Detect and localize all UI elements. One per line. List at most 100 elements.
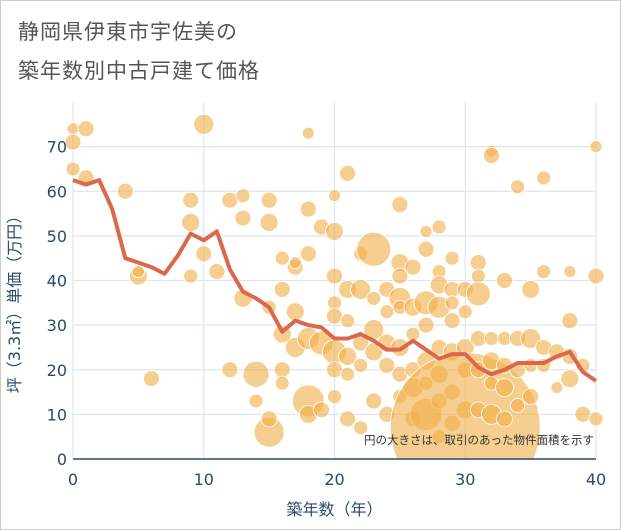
data-bubble — [365, 392, 383, 410]
data-bubble — [208, 263, 226, 280]
data-bubble — [520, 328, 542, 349]
data-bubble — [378, 356, 396, 374]
data-bubble — [496, 410, 513, 428]
data-bubble — [391, 196, 409, 214]
data-bubble — [419, 225, 433, 238]
x-tick-label: 40 — [586, 470, 606, 489]
data-bubble — [574, 405, 592, 423]
data-bubble — [327, 295, 342, 311]
data-bubble — [234, 209, 252, 227]
data-bubble — [248, 393, 264, 409]
chart-title-line-2: 築年数別中古戸建て価格 — [18, 59, 260, 83]
data-bubble — [339, 164, 356, 182]
average-price-line — [72, 178, 598, 383]
x-tick-label: 10 — [194, 470, 214, 489]
data-bubble — [483, 331, 499, 346]
data-bubble — [470, 268, 486, 284]
data-bubble — [274, 250, 290, 266]
data-bubble — [443, 312, 461, 330]
data-bubble — [288, 256, 302, 270]
data-bubble — [195, 245, 213, 263]
data-bubble — [522, 388, 540, 405]
data-bubble — [457, 304, 473, 320]
data-bubble — [340, 313, 355, 329]
x-tick-label: 20 — [324, 470, 344, 489]
data-bubble — [482, 147, 500, 164]
data-bubble — [587, 267, 605, 285]
data-bubble — [521, 280, 541, 299]
y-tick-label: 70 — [47, 138, 67, 157]
data-bubble — [301, 126, 315, 140]
chart-title-line-1: 静岡県伊東市宇佐美の — [18, 20, 238, 44]
data-bubble — [404, 258, 422, 276]
data-bubble — [260, 410, 278, 428]
data-bubble — [350, 279, 372, 300]
y-tick-label: 40 — [47, 272, 67, 291]
data-bubble — [510, 398, 525, 413]
data-bubble — [181, 213, 201, 232]
data-bubble — [340, 366, 355, 382]
data-bubble — [523, 357, 539, 373]
data-bubble — [116, 182, 134, 200]
data-bubble — [242, 360, 270, 388]
data-bubble — [495, 378, 514, 398]
data-bubble — [469, 254, 487, 272]
data-bubble — [131, 265, 145, 278]
data-bubble — [550, 381, 564, 395]
data-bubble — [325, 222, 344, 241]
data-bubble — [77, 120, 95, 138]
data-bubble — [221, 361, 239, 379]
data-bubble — [65, 161, 81, 177]
data-bubble — [273, 281, 291, 298]
data-bubble — [326, 361, 343, 379]
x-tick-label: 0 — [68, 470, 78, 489]
data-bubble — [339, 410, 356, 428]
data-bubble — [353, 420, 369, 436]
data-bubble — [444, 295, 460, 311]
data-bubble — [391, 267, 409, 285]
data-bubble — [379, 304, 395, 320]
data-bubble — [235, 188, 251, 204]
data-bubble — [182, 191, 200, 209]
y-axis-label: 坪（3.3㎡）単価（万円） — [5, 208, 24, 393]
data-bubble — [221, 191, 239, 209]
data-bubble — [285, 302, 305, 322]
data-bubble — [259, 213, 279, 232]
data-bubble — [536, 264, 552, 279]
data-bubble — [465, 281, 491, 307]
x-tick-label: 30 — [455, 470, 475, 489]
data-bubble — [327, 389, 342, 404]
y-tick-label: 60 — [47, 182, 67, 201]
data-bubble — [356, 231, 392, 267]
data-bubble — [589, 140, 603, 154]
data-bubble — [496, 272, 513, 289]
data-bubble — [66, 122, 80, 136]
data-bubble — [326, 267, 343, 285]
y-tick-label: 20 — [47, 361, 67, 380]
data-bubble — [273, 361, 291, 379]
data-bubble — [313, 401, 330, 419]
y-tick-label: 30 — [47, 316, 67, 335]
x-axis-label: 築年数（年） — [286, 500, 382, 519]
y-tick-label: 50 — [47, 227, 67, 246]
data-bubble — [260, 191, 278, 209]
data-bubble — [326, 307, 343, 325]
data-bubble — [143, 370, 160, 388]
data-bubble — [338, 346, 357, 366]
data-bubble — [417, 240, 435, 258]
data-bubble — [536, 170, 552, 186]
data-bubble — [469, 330, 487, 347]
data-bubble — [328, 189, 341, 203]
data-bubble — [274, 375, 290, 391]
data-bubble — [299, 200, 317, 218]
data-bubble — [193, 113, 215, 135]
data-bubble — [561, 312, 579, 330]
tick-labels: 0 10 20 30 40 0 10 20 30 40 50 60 70 — [47, 138, 607, 489]
data-bubble — [588, 411, 604, 427]
data-bubble — [510, 179, 525, 195]
data-bubble — [353, 357, 369, 373]
data-bubble — [560, 369, 580, 389]
data-bubble — [299, 245, 317, 263]
data-bubble — [431, 219, 447, 235]
